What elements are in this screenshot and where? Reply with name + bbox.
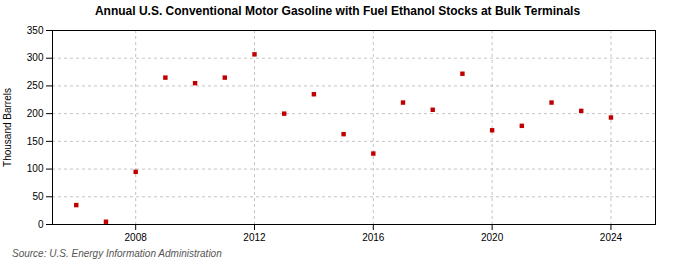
html-text:Annual U.S. Conventional Motor: Annual U.S. Conventional Motor Gasoline …: [94, 4, 581, 18]
html-text:Source: U.S. Energy Informatio: Source: U.S. Energy Information Administ…: [12, 248, 222, 259]
svg-text:150: 150: [27, 136, 44, 147]
svg-text:350: 350: [27, 25, 44, 36]
svg-text:300: 300: [27, 52, 44, 63]
svg-text:50: 50: [32, 191, 44, 202]
svg-text:2008: 2008: [125, 232, 148, 243]
svg-text:2020: 2020: [481, 232, 504, 243]
svg-text:200: 200: [27, 108, 44, 119]
svg-text:250: 250: [27, 80, 44, 91]
svg-text:100: 100: [27, 163, 44, 174]
svg-text:2016: 2016: [362, 232, 385, 243]
svg-text:Thousand Barrels: Thousand Barrels: [2, 88, 13, 167]
svg-text:0: 0: [38, 219, 44, 230]
svg-text:2012: 2012: [243, 232, 266, 243]
svg-text:2024: 2024: [600, 232, 623, 243]
